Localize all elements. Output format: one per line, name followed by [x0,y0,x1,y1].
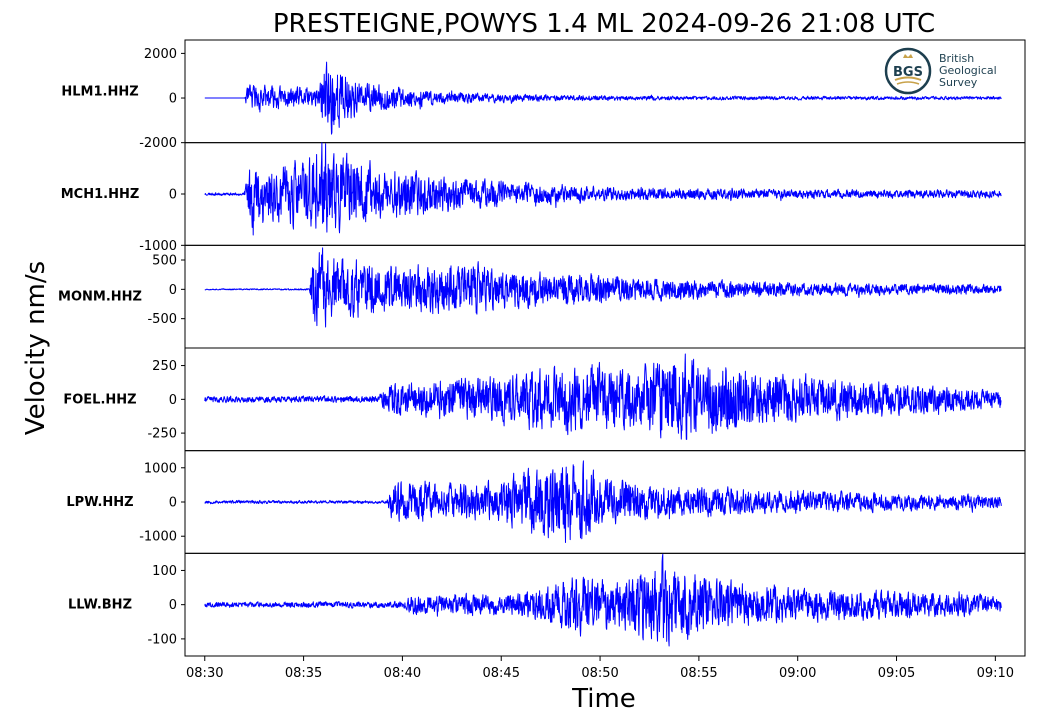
y-tick-label: 0 [169,92,177,107]
y-tick-label: -1000 [139,239,177,254]
logo-text: British [939,52,974,65]
x-axis: 08:30 08:35 08:40 08:45 08:50 08:55 09:00 09:05… [186,656,1014,681]
x-axis-label: Time [571,684,636,714]
trace-panel: LPW.HHZ 1000 0 -1000 [66,450,1026,554]
y-tick-label: -100 [147,632,177,647]
logo-strata [896,81,920,85]
waveform-line [204,553,1002,647]
y-tick-label: -1000 [139,530,177,545]
y-tick-label: 0 [169,598,177,613]
waveform-line [204,61,1002,135]
y-tick-label: 100 [152,564,177,579]
y-tick-label: 2000 [144,47,177,62]
logo-mark: BGS [893,65,923,80]
y-tick-label: 0 [169,283,177,298]
chart-title: PRESTEIGNE,POWYS 1.4 ML 2024-09-26 21:08… [273,9,935,39]
x-tick-label: 08:55 [680,666,717,681]
y-tick-label: 0 [169,188,177,203]
x-tick-label: 09:05 [878,666,915,681]
x-tick-label: 09:00 [779,666,816,681]
crown-icon [903,54,913,58]
panel-frame [184,244,1026,349]
waveform-line [204,353,1002,440]
y-tick-label: 0 [169,393,177,408]
waveform-line [204,247,1002,328]
y-tick-label: 250 [152,359,177,374]
logo-text: Survey [939,76,978,89]
waveform-line [204,460,1002,543]
x-tick-label: 08:40 [384,666,421,681]
station-label: HLM1.HHZ [61,84,138,99]
x-tick-label: 08:35 [285,666,322,681]
y-tick-label: -250 [147,427,177,442]
x-tick-label: 09:10 [977,666,1014,681]
trace-panel: MONM.HHZ 500 0 -500 [58,244,1026,349]
y-tick-label: 500 [152,254,177,269]
station-label: FOEL.HHZ [63,392,136,407]
x-tick-label: 08:50 [581,666,618,681]
logo-ring [884,47,932,95]
logo-strata [894,76,922,81]
trace-panel: LLW.BHZ 100 0 -100 [68,552,1026,657]
station-label: LPW.HHZ [66,495,133,510]
x-tick-label: 08:45 [483,666,520,681]
logo-text: Geological [939,64,997,77]
x-tick-label: 08:30 [186,666,223,681]
y-axis-label: Velocity nm/s [21,261,51,435]
y-tick-label: -500 [147,312,177,327]
y-tick-label: -2000 [139,136,177,151]
trace-panel: MCH1.HHZ 0 -1000 [61,142,1026,254]
station-label: MCH1.HHZ [61,187,140,202]
station-label: MONM.HHZ [58,290,142,305]
trace-panel: HLM1.HHZ 2000 0 -2000 [61,39,1026,151]
station-label: LLW.BHZ [68,598,132,613]
y-tick-label: 1000 [144,461,177,476]
trace-panel: FOEL.HHZ 250 0 -250 [63,347,1026,452]
y-tick-label: 0 [169,496,177,511]
waveform-line [204,142,1002,236]
